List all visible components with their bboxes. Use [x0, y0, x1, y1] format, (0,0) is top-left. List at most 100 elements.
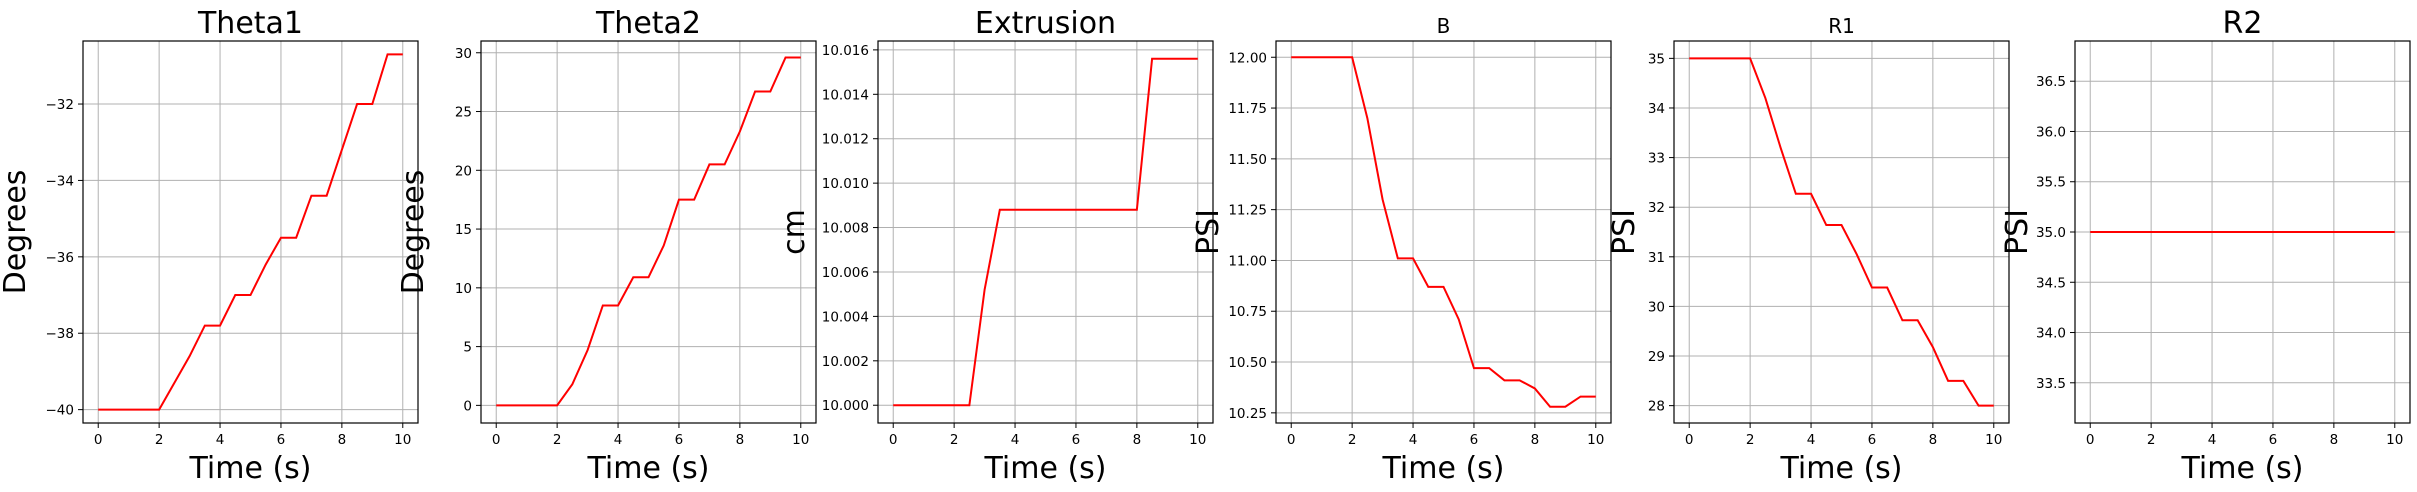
y-tick-label: 12.00	[1228, 50, 1267, 66]
y-tick-label: 20	[455, 163, 472, 179]
x-tick-label: 2	[2147, 432, 2156, 448]
subplot-r1: 0 2 4 6 8 10 28 29 30 31 32 33 34 35 R1 Time (s) PSI	[1607, 14, 2010, 486]
x-tick-label: 10	[1985, 432, 2002, 448]
x-axis-label: Time (s)	[984, 451, 1107, 486]
x-tick-label: 6	[1470, 432, 1479, 448]
y-tick-label: −40	[46, 403, 75, 419]
x-tick-label: 4	[614, 432, 623, 448]
y-axis-label: Degrees	[396, 170, 431, 295]
y-tick-label: 10.004	[822, 309, 869, 325]
x-axis-label: Time (s)	[2181, 451, 2304, 486]
x-tick-label: 8	[736, 432, 745, 448]
series-line	[893, 57, 1198, 407]
x-tick-label: 6	[675, 432, 684, 448]
x-tick-label: 0	[2086, 432, 2095, 448]
y-tick-label: 34.5	[2036, 275, 2066, 291]
x-tick-label: 10	[394, 432, 411, 448]
y-tick-label: 11.00	[1228, 253, 1267, 269]
x-tick-label: 0	[889, 432, 898, 448]
chart-title: R1	[1828, 14, 1855, 38]
subplot-b: 0 2 4 6 8 10 10.25 10.50 10.75 11.00 11.25 11.50 11.…	[1191, 14, 1612, 486]
y-tick-label: 11.25	[1228, 203, 1267, 219]
axes-frame	[82, 40, 419, 424]
y-tick-label: 11.75	[1228, 101, 1267, 117]
y-tick-label: 10.012	[822, 132, 869, 148]
y-tick-label: 10.002	[822, 354, 869, 370]
y-tick-label: 10.006	[822, 265, 869, 281]
x-tick-label: 8	[1531, 432, 1540, 448]
x-tick-label: 2	[1348, 432, 1357, 448]
y-tick-label: 30	[1648, 299, 1665, 315]
y-tick-label: −32	[46, 97, 75, 113]
chart-title: Extrusion	[975, 6, 1116, 41]
x-tick-label: 4	[216, 432, 225, 448]
x-tick-label: 6	[1868, 432, 1877, 448]
x-tick-label: 10	[1587, 432, 1604, 448]
y-tick-label: 28	[1648, 399, 1665, 415]
x-axis-label: Time (s)	[189, 451, 312, 486]
y-tick-label: 32	[1648, 200, 1665, 216]
x-tick-label: 2	[155, 432, 164, 448]
y-tick-label: 34	[1648, 101, 1665, 117]
chart-title: R2	[2223, 6, 2263, 41]
y-axis-label: PSI	[1607, 209, 1642, 255]
axes-frame	[480, 40, 817, 424]
x-tick-label: 6	[2269, 432, 2278, 448]
x-tick-label: 0	[1685, 432, 1694, 448]
axes-frame	[1673, 40, 2010, 424]
y-tick-label: −34	[46, 173, 75, 189]
x-tick-label: 2	[1746, 432, 1755, 448]
subplot-theta1: 0 2 4 6 8 10 −40 −38 −36 −34 −32 Theta1 Time (s) Degr…	[0, 6, 419, 486]
x-tick-label: 4	[1807, 432, 1816, 448]
y-tick-label: 15	[455, 222, 472, 238]
y-tick-label: 10.016	[822, 43, 869, 59]
y-axis-label: PSI	[1191, 209, 1226, 255]
chart-title: B	[1437, 14, 1451, 38]
y-tick-label: 34.0	[2036, 326, 2066, 342]
x-tick-label: 10	[2386, 432, 2403, 448]
axes-frame	[1275, 40, 1612, 424]
subplot-theta2: 0 2 4 6 8 10 0 5 10 15 20 25 30 Theta2 Time (s) Degrees	[396, 6, 817, 486]
y-tick-label: −36	[46, 250, 75, 266]
y-axis-label: PSI	[2000, 209, 2035, 255]
y-tick-label: 30	[455, 46, 472, 62]
y-tick-label: 10.014	[822, 87, 869, 103]
subplot-r2: 0 2 4 6 8 10 33.5 34.0 34.5 35.0 35.5 36.0 36.5 R2 Tim…	[2000, 6, 2411, 486]
y-tick-label: 36.0	[2036, 124, 2066, 140]
x-tick-label: 6	[1072, 432, 1081, 448]
y-tick-label: 33	[1648, 151, 1665, 167]
x-tick-label: 8	[1929, 432, 1938, 448]
x-tick-label: 10	[792, 432, 809, 448]
y-tick-label: 5	[463, 340, 472, 356]
x-tick-label: 8	[1133, 432, 1142, 448]
y-tick-label: 10.008	[822, 221, 869, 237]
x-tick-label: 2	[950, 432, 959, 448]
y-tick-label: 10	[455, 281, 472, 297]
y-tick-label: 36.5	[2036, 74, 2066, 90]
y-tick-label: −38	[46, 326, 75, 342]
series-line	[98, 53, 403, 411]
y-tick-label: 35	[1648, 51, 1665, 67]
x-tick-label: 0	[492, 432, 501, 448]
y-tick-label: 10.000	[822, 398, 869, 414]
x-tick-label: 10	[1189, 432, 1206, 448]
x-axis-label: Time (s)	[1382, 451, 1505, 486]
y-tick-label: 25	[455, 105, 472, 121]
y-tick-label: 29	[1648, 349, 1665, 365]
y-tick-label: 0	[463, 398, 472, 414]
subplot-extrusion: 0 2 4 6 8 10 10.000 10.002 10.004 10.006 10.008 10.…	[777, 6, 1214, 486]
series-line	[1689, 57, 1994, 407]
x-tick-label: 8	[2330, 432, 2339, 448]
x-tick-label: 2	[553, 432, 562, 448]
y-tick-label: 35.0	[2036, 225, 2066, 241]
axes-frame	[877, 40, 1214, 424]
x-tick-label: 4	[1409, 432, 1418, 448]
y-tick-label: 10.50	[1228, 355, 1267, 371]
x-tick-label: 0	[1287, 432, 1296, 448]
y-axis-label: Degrees	[0, 170, 33, 295]
y-tick-label: 35.5	[2036, 175, 2066, 191]
y-tick-label: 11.50	[1228, 152, 1267, 168]
x-tick-label: 0	[94, 432, 103, 448]
x-axis-label: Time (s)	[587, 451, 710, 486]
